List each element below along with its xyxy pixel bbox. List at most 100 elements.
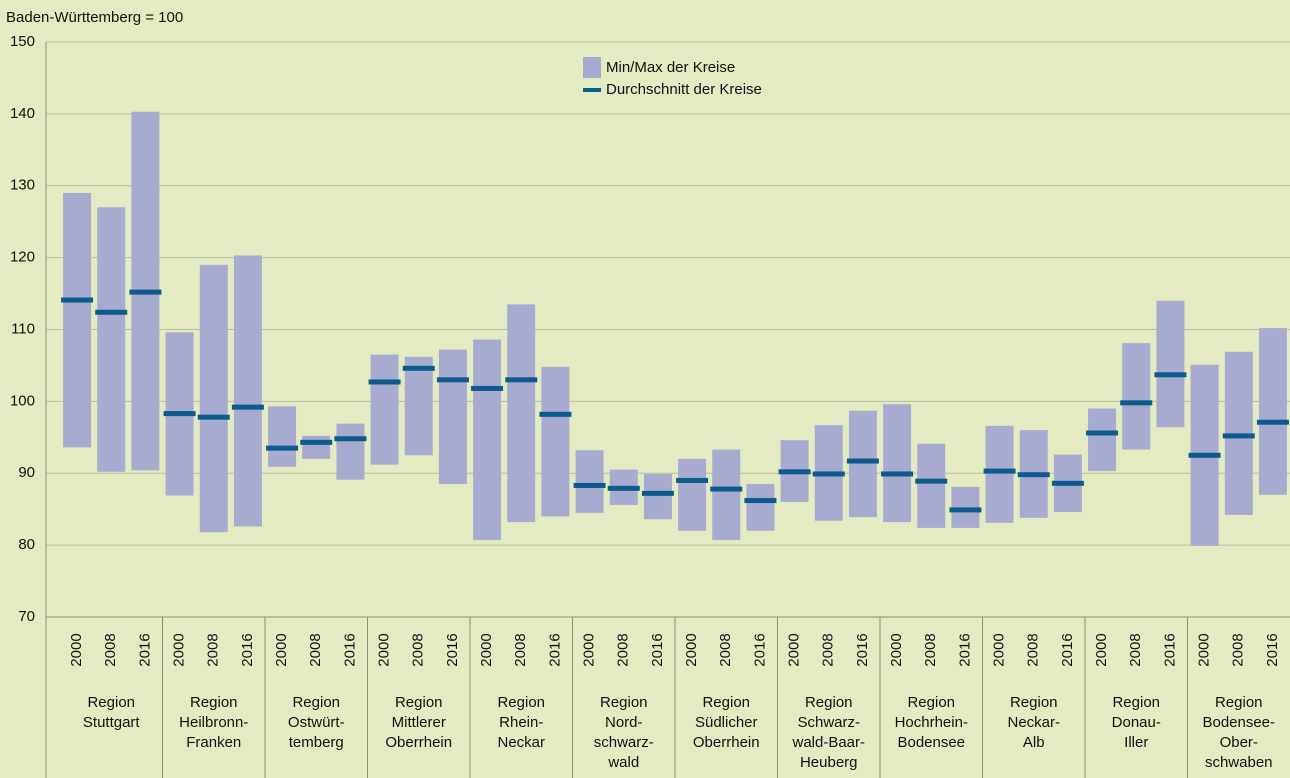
x-tick-label: 2000 xyxy=(683,633,700,666)
mean-marker xyxy=(436,377,469,383)
mean-marker xyxy=(1222,433,1255,439)
group-label: Oberrhein xyxy=(693,734,760,751)
mean-marker xyxy=(471,385,504,391)
range-bar xyxy=(507,304,536,523)
x-tick-label: 2008 xyxy=(922,633,939,666)
x-tick-label: 2008 xyxy=(615,633,632,666)
group-label: schwarz- xyxy=(594,734,654,751)
mean-marker xyxy=(95,309,128,315)
range-bar xyxy=(97,207,126,472)
x-tick-label: 2016 xyxy=(341,633,358,666)
group-label: Donau- xyxy=(1112,714,1161,731)
group-label: Mittlerer xyxy=(392,714,446,731)
mean-marker xyxy=(163,411,196,417)
range-bar xyxy=(678,458,707,531)
mean-marker xyxy=(334,436,367,442)
x-tick-label: 2000 xyxy=(888,633,905,666)
group-label: Bodensee xyxy=(897,734,965,751)
range-bar xyxy=(575,450,604,513)
mean-marker xyxy=(983,468,1016,474)
x-tick-label: 2016 xyxy=(956,633,973,666)
range-bar xyxy=(1258,328,1287,495)
range-bar xyxy=(336,423,365,480)
group-label: Ober- xyxy=(1220,734,1258,751)
range-bar xyxy=(302,435,331,459)
mean-marker xyxy=(1051,480,1084,486)
x-tick-label: 2008 xyxy=(820,633,837,666)
group-label: Schwarz- xyxy=(797,714,860,731)
group-label: Region xyxy=(190,694,238,711)
range-bar xyxy=(643,473,672,520)
legend-swatch xyxy=(583,57,601,78)
range-bar xyxy=(541,366,570,517)
mean-marker xyxy=(129,289,162,295)
range-bar xyxy=(848,410,877,518)
mean-marker xyxy=(1256,419,1289,425)
x-tick-label: 2008 xyxy=(512,633,529,666)
group-label: Südlicher xyxy=(695,714,758,731)
legend-swatch xyxy=(583,88,601,92)
group-label: Ostwürt- xyxy=(288,714,345,731)
mean-marker xyxy=(710,486,743,492)
mean-marker xyxy=(1120,400,1153,406)
x-tick-label: 2000 xyxy=(68,633,85,666)
group-label: Neckar xyxy=(497,734,545,751)
group-label: Oberrhein xyxy=(385,734,452,751)
range-bar xyxy=(438,349,467,485)
group-label: Bodensee- xyxy=(1202,714,1275,731)
group-label: Region xyxy=(805,694,853,711)
x-tick-label: 2008 xyxy=(717,633,734,666)
x-tick-label: 2000 xyxy=(991,633,1008,666)
range-bar xyxy=(404,356,433,456)
group-label: Iller xyxy=(1124,734,1148,751)
x-tick-label: 2008 xyxy=(1025,633,1042,666)
group-label: Region xyxy=(1010,694,1058,711)
x-tick-label: 2008 xyxy=(205,633,222,666)
range-bar xyxy=(917,443,946,528)
range-bar xyxy=(985,425,1014,523)
group-label: Heilbronn- xyxy=(179,714,248,731)
y-tick-label: 90 xyxy=(18,464,35,481)
group-label: temberg xyxy=(289,734,344,751)
group-label: Hochrhein- xyxy=(895,714,968,731)
mean-marker xyxy=(61,297,94,303)
x-tick-label: 2008 xyxy=(307,633,324,666)
group-label: Region xyxy=(702,694,750,711)
y-tick-label: 150 xyxy=(10,33,35,50)
y-tick-label: 70 xyxy=(18,608,35,625)
range-bar xyxy=(63,192,92,448)
x-tick-label: 2008 xyxy=(410,633,427,666)
mean-marker xyxy=(1017,472,1050,478)
mean-marker xyxy=(1086,430,1119,436)
mean-marker xyxy=(744,498,777,504)
group-label: Region xyxy=(1112,694,1160,711)
x-tick-label: 2000 xyxy=(1196,633,1213,666)
group-label: Region xyxy=(395,694,443,711)
y-tick-label: 110 xyxy=(11,320,35,337)
group-label: Region xyxy=(87,694,135,711)
x-tick-label: 2016 xyxy=(546,633,563,666)
range-bar xyxy=(268,406,297,467)
group-label: wald xyxy=(607,754,639,771)
x-tick-label: 2000 xyxy=(786,633,803,666)
y-axis-label: Baden-Württemberg = 100 xyxy=(6,9,183,26)
group-label: Region xyxy=(292,694,340,711)
y-tick-label: 120 xyxy=(10,249,35,266)
mean-marker xyxy=(778,469,811,475)
x-tick-label: 2000 xyxy=(581,633,598,666)
mean-marker xyxy=(846,458,879,464)
mean-marker xyxy=(197,414,230,420)
group-label: Nord- xyxy=(605,714,643,731)
range-bar xyxy=(473,339,502,541)
x-tick-label: 2016 xyxy=(444,633,461,666)
mean-marker xyxy=(266,445,299,451)
group-label: schwaben xyxy=(1205,754,1273,771)
range-bar xyxy=(370,354,399,465)
x-tick-label: 2016 xyxy=(649,633,666,666)
group-label: Rhein- xyxy=(499,714,543,731)
x-tick-label: 2008 xyxy=(1230,633,1247,666)
x-tick-label: 2008 xyxy=(102,633,119,666)
x-tick-label: 2016 xyxy=(854,633,871,666)
group-label: Region xyxy=(497,694,545,711)
